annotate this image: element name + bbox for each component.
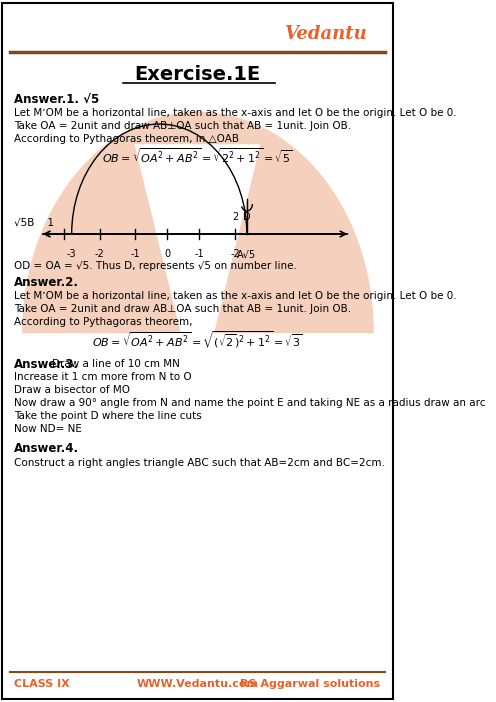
Text: CLASS IX: CLASS IX — [14, 679, 70, 689]
Text: OD = OA = √5. Thus D, represents √5 on number line.: OD = OA = √5. Thus D, represents √5 on n… — [14, 261, 297, 271]
Text: -1: -1 — [194, 249, 204, 259]
Text: Now draw a 90° angle from N and name the point E and taking NE as a radius draw : Now draw a 90° angle from N and name the… — [14, 398, 486, 408]
Text: Exercise.1E: Exercise.1E — [134, 65, 260, 84]
Text: WWW.Vedantu.com: WWW.Vedantu.com — [136, 679, 258, 689]
Text: Construct a right angles triangle ABC such that AB=2cm and BC=2cm.: Construct a right angles triangle ABC su… — [14, 458, 385, 468]
Text: 0: 0 — [164, 249, 170, 259]
Text: Draw a bisector of MO: Draw a bisector of MO — [14, 385, 130, 395]
Text: Let MʼOM be a horizontal line, taken as the x-axis and let O be the origin. Let : Let MʼOM be a horizontal line, taken as … — [14, 291, 457, 301]
Text: Take the point D where the line cuts: Take the point D where the line cuts — [14, 411, 202, 421]
Text: √5B    1: √5B 1 — [14, 217, 55, 227]
Text: D: D — [243, 212, 250, 222]
Text: RS Aggarwal solutions: RS Aggarwal solutions — [241, 679, 380, 689]
Text: Answer.4.: Answer.4. — [14, 442, 79, 456]
Text: Answer.2.: Answer.2. — [14, 275, 79, 289]
Text: Take OA = 2unit and draw AB⊥OA such that AB = 1unit. Join OB.: Take OA = 2unit and draw AB⊥OA such that… — [14, 304, 352, 314]
Text: Let MʼOM be a horizontal line, taken as the x-axis and let O be the origin. Let : Let MʼOM be a horizontal line, taken as … — [14, 108, 457, 118]
Text: Increase it 1 cm more from N to O: Increase it 1 cm more from N to O — [14, 372, 192, 382]
Text: 2: 2 — [232, 212, 238, 222]
Text: A√5: A√5 — [237, 249, 256, 259]
Text: -2: -2 — [95, 249, 105, 259]
Text: According to Pythagoras theorem,: According to Pythagoras theorem, — [14, 317, 193, 327]
Text: Answer.1. √5: Answer.1. √5 — [14, 93, 100, 105]
Text: Draw a line of 10 cm MN: Draw a line of 10 cm MN — [52, 359, 180, 369]
Text: $OB = \sqrt{OA^2 + AB^2} = \sqrt{(\sqrt{2})^2 + 1^2} = \sqrt{3}$: $OB = \sqrt{OA^2 + AB^2} = \sqrt{(\sqrt{… — [92, 329, 303, 350]
Text: Take OA = 2unit and draw AB⊥OA such that AB = 1unit. Join OB.: Take OA = 2unit and draw AB⊥OA such that… — [14, 121, 352, 131]
Text: -2: -2 — [230, 249, 240, 259]
Polygon shape — [135, 145, 259, 398]
Text: $OB = \sqrt{OA^2 + AB^2} = \sqrt{2^2 + 1^2} = \sqrt{5}$: $OB = \sqrt{OA^2 + AB^2} = \sqrt{2^2 + 1… — [102, 147, 293, 166]
Text: Answer.3.: Answer.3. — [14, 357, 79, 371]
Text: Now ND= NE: Now ND= NE — [14, 424, 82, 434]
Text: Vedantu: Vedantu — [284, 25, 366, 43]
Text: -1: -1 — [130, 249, 140, 259]
Text: According to Pythagoras theorem, in △OAB: According to Pythagoras theorem, in △OAB — [14, 134, 240, 144]
Text: -3: -3 — [67, 249, 76, 259]
